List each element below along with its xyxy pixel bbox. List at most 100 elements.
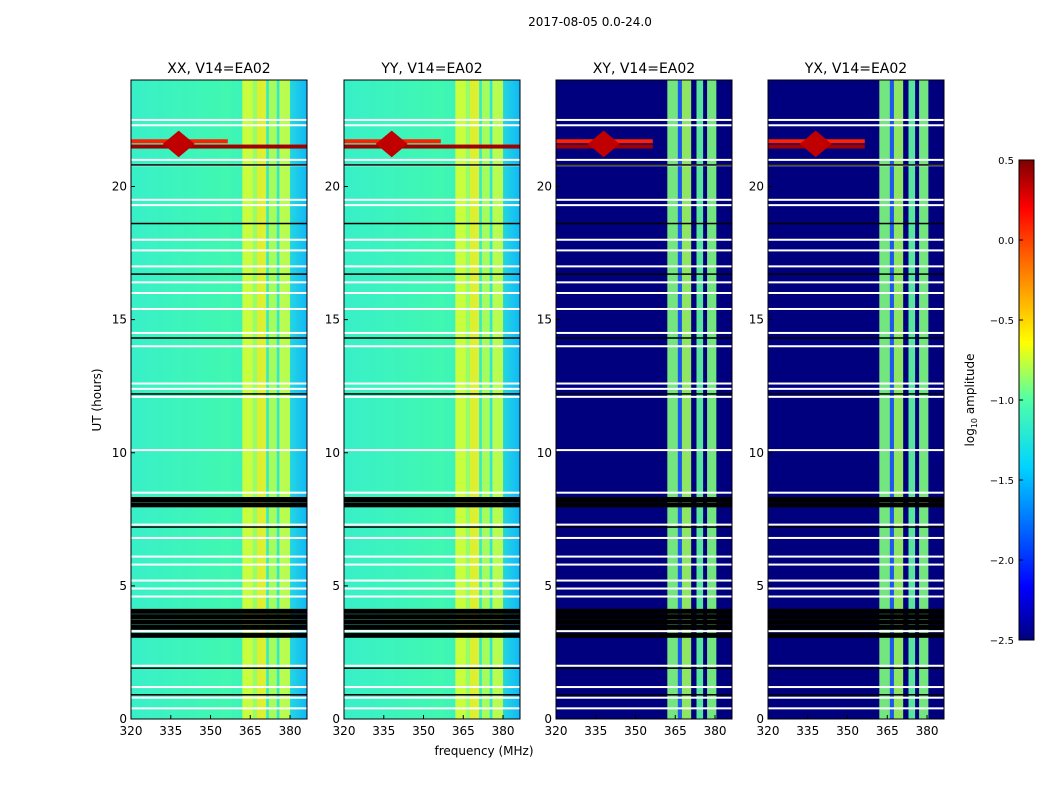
flag-line-white	[344, 563, 520, 566]
flag-line-white	[556, 281, 732, 284]
y-tick-label: 15	[537, 313, 552, 327]
flag-line-black	[768, 624, 944, 630]
flag-line-white	[556, 345, 732, 348]
rfi-burst	[799, 130, 832, 158]
axes-frame	[130, 79, 308, 720]
flag-line-black	[344, 632, 520, 638]
flag-line-white	[556, 696, 732, 699]
flag-line-white	[556, 595, 732, 598]
x-tick-label: 365	[876, 724, 899, 738]
flag-line-white	[768, 491, 944, 494]
flag-line-black	[556, 222, 732, 225]
flag-line-black	[556, 273, 732, 275]
x-tick-label: 380	[279, 724, 302, 738]
flag-line-black	[131, 273, 307, 275]
flag-line-black	[768, 164, 944, 166]
flag-line-white	[768, 536, 944, 539]
y-tick-label: 10	[325, 446, 340, 460]
flag-line-white	[131, 449, 307, 452]
flag-line-white	[556, 579, 732, 582]
flag-line-black	[131, 667, 307, 669]
y-tick-label: 15	[749, 313, 764, 327]
panel-title: XY, V14=EA02	[593, 61, 695, 77]
colorbar-label-main: log	[963, 428, 977, 446]
flag-line-white	[344, 630, 520, 633]
y-tick-label: 20	[112, 180, 127, 194]
heatmap-band	[667, 80, 678, 719]
flag-line-white	[344, 707, 520, 710]
flag-line-white	[556, 707, 732, 710]
colorbar: 0.5 0.0 −0.5 −1.0 −1.5 −2.0 −2.5 log10 amplitu…	[963, 156, 1035, 647]
flag-line-white	[768, 204, 944, 207]
flag-line-white	[344, 265, 520, 268]
heatmap-band	[889, 80, 894, 719]
panel-yx: YX, V14=EA02 320 335 350 365 380 0 5 10 15 20	[749, 61, 945, 738]
flag-line-black	[556, 619, 732, 625]
heatmap-band	[696, 80, 704, 719]
flag-line-black	[768, 667, 944, 669]
flag-line-white	[768, 198, 944, 201]
heatmap-band	[893, 80, 904, 719]
flag-line-white	[768, 664, 944, 667]
flag-line-black	[344, 222, 520, 225]
flag-line-white	[768, 686, 944, 689]
flag-line-white	[344, 198, 520, 201]
panel-title: XX, V14=EA02	[167, 61, 270, 77]
flag-line-white	[344, 686, 520, 689]
flag-line-black	[131, 619, 307, 625]
flag-line-white	[344, 307, 520, 310]
flag-line-white	[131, 281, 307, 284]
flag-line-white	[556, 587, 732, 590]
rfi-burst	[587, 130, 620, 158]
flag-line-white	[556, 555, 732, 558]
flag-line-black	[131, 337, 307, 339]
rfi-stripe	[131, 144, 307, 149]
x-tick-label: 335	[372, 724, 395, 738]
flag-line-white	[344, 124, 520, 127]
heatmap-band	[252, 80, 257, 719]
rfi-burst	[375, 130, 408, 158]
flag-line-white	[556, 491, 732, 494]
colorbar-tick-label: 0.0	[998, 236, 1014, 247]
flag-line-white	[768, 238, 944, 241]
flag-line-white	[131, 587, 307, 590]
heatmap-band	[469, 80, 480, 719]
figure-suptitle: 2017-08-05 0.0-24.0	[528, 15, 652, 29]
flag-line-white	[768, 307, 944, 310]
axes-frame	[555, 79, 733, 720]
flag-line-black	[344, 667, 520, 669]
flag-line-white	[131, 536, 307, 539]
heatmap-band	[677, 80, 682, 719]
flag-line-black	[768, 694, 944, 696]
flag-line-white	[131, 198, 307, 201]
x-tick-label: 380	[704, 724, 727, 738]
flag-line-white	[768, 587, 944, 590]
heatmap-band	[481, 80, 490, 719]
flag-line-white	[131, 249, 307, 252]
flag-line-black	[131, 608, 307, 614]
colorbar-label-rest: amplitude	[963, 354, 977, 418]
heatmap-band	[707, 80, 717, 719]
colorbar-label-subscript: 10	[970, 418, 979, 428]
flag-line-white	[556, 395, 732, 398]
flag-line-white	[344, 292, 520, 294]
y-tick-label: 20	[749, 180, 764, 194]
flag-line-black	[556, 614, 732, 620]
flag-line-white	[768, 579, 944, 582]
flag-line-black	[556, 393, 732, 395]
flag-line-white	[556, 307, 732, 310]
colorbar-tick-label: 0.5	[998, 156, 1014, 167]
flag-line-white	[556, 523, 732, 526]
rfi-burst	[162, 130, 195, 158]
flag-line-white	[556, 331, 732, 334]
flag-line-black	[556, 164, 732, 166]
flag-line-black	[344, 393, 520, 395]
flag-line-white	[768, 345, 944, 348]
flag-line-black	[344, 614, 520, 620]
flag-line-white	[344, 345, 520, 348]
flag-line-white	[131, 345, 307, 348]
flag-line-white	[131, 395, 307, 398]
y-tick-label: 20	[325, 180, 340, 194]
heatmap-band	[268, 80, 277, 719]
flag-line-white	[556, 158, 732, 161]
